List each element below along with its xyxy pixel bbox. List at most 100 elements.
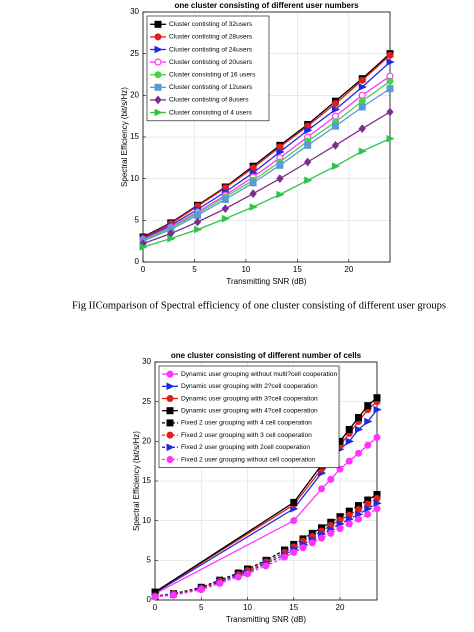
legend-label: Cluster contisting of 12users: [169, 84, 253, 91]
marker: [193, 217, 202, 227]
legend-marker: [166, 382, 175, 391]
marker: [358, 91, 366, 99]
legend-label: Cluster contisting of 20users: [169, 59, 253, 66]
marker: [299, 544, 307, 552]
marker: [345, 520, 353, 528]
marker: [345, 457, 353, 465]
legend-marker: [154, 71, 162, 79]
marker: [386, 85, 394, 93]
data-line: [142, 61, 391, 240]
marker: [249, 179, 257, 187]
marker: [290, 548, 298, 556]
marker: [373, 505, 381, 513]
x-tick-label: 15: [289, 603, 298, 612]
marker: [386, 107, 394, 117]
marker: [327, 475, 335, 483]
legend-marker: [166, 395, 174, 402]
y-tick-label: 30: [130, 7, 139, 16]
legend-label: Cluster contisting of 32users: [169, 21, 253, 28]
marker: [276, 190, 285, 199]
y-tick-label: 20: [142, 436, 151, 445]
marker: [358, 83, 367, 91]
x-tick-label: 5: [192, 265, 197, 274]
marker: [386, 51, 394, 59]
marker: [249, 189, 257, 199]
x-axis-label: Transmitting SNR (dB): [226, 277, 307, 286]
marker: [331, 140, 340, 150]
chart-title: one cluster consisting of different user…: [174, 1, 359, 10]
figure-caption: Fig IIComparison of Spectral efficiency …: [72, 300, 446, 311]
marker: [221, 204, 229, 214]
marker: [151, 593, 159, 601]
marker: [290, 517, 298, 525]
marker: [386, 77, 394, 85]
data-line: [142, 88, 391, 242]
data-line: [142, 53, 391, 238]
marker: [308, 539, 316, 547]
x-axis-label: Transmitting SNR (dB): [226, 615, 307, 624]
marker: [364, 402, 372, 410]
legend-label: Cluster contisting of 8users: [169, 97, 249, 104]
legend-label: Fixed 2 user grouping without cell coope…: [181, 456, 316, 463]
x-tick-label: 10: [243, 603, 252, 612]
y-tick-label: 10: [130, 174, 139, 183]
legend-label: Fixed 2 user grouping with 4 cell cooper…: [181, 420, 312, 427]
legend-marker: [166, 407, 174, 415]
y-tick-label: 15: [142, 476, 151, 485]
marker: [281, 553, 288, 561]
y-axis-label: Spectral Efficiency (bit/s/Hz): [120, 87, 129, 187]
data-line: [142, 80, 391, 241]
marker: [364, 417, 373, 426]
marker: [386, 134, 395, 143]
y-axis-label: Spectral Efficiency (bit/s/Hz): [132, 431, 141, 531]
y-tick-label: 25: [142, 397, 151, 406]
marker: [194, 211, 202, 219]
legend-label: Cluster consisting of 16 users: [169, 71, 256, 78]
y-tick-label: 5: [135, 215, 140, 224]
legend-label: Fixed 2 user grouping with 2cell coopera…: [181, 444, 310, 451]
marker: [276, 174, 284, 184]
marker: [167, 234, 176, 243]
y-tick-label: 15: [130, 132, 139, 141]
x-tick-label: 10: [241, 265, 250, 274]
marker: [276, 161, 284, 169]
marker: [355, 425, 364, 434]
marker: [373, 433, 381, 441]
legend-label: Dynamic user grouping with 4?cell cooper…: [181, 407, 318, 414]
marker: [355, 414, 362, 422]
data-line: [142, 54, 391, 239]
marker: [262, 562, 270, 570]
x-tick-label: 0: [141, 265, 146, 274]
marker: [358, 147, 367, 155]
legend-label: Cluster consisting of 4 users: [169, 109, 253, 116]
data-line: [142, 75, 391, 241]
y-tick-label: 0: [147, 595, 152, 604]
marker: [364, 504, 373, 513]
marker: [139, 243, 148, 251]
legend-label: Dynamic user grouping without multi?cell…: [181, 371, 337, 378]
chart-title: one cluster consisting of different numb…: [171, 351, 362, 360]
x-tick-label: 15: [293, 265, 302, 274]
marker: [304, 157, 312, 167]
legend-box: [146, 15, 270, 122]
marker: [345, 425, 353, 433]
x-tick-label: 20: [344, 265, 353, 274]
legend-label: Cluster contisting of 24users: [169, 46, 253, 53]
legend-marker: [166, 456, 174, 463]
marker: [355, 449, 362, 457]
marker: [373, 499, 382, 507]
legend-marker: [154, 58, 162, 66]
y-tick-label: 25: [130, 49, 139, 58]
y-tick-label: 30: [142, 357, 151, 366]
axes-frame: [154, 361, 378, 601]
marker: [304, 126, 313, 135]
y-tick-label: 0: [135, 257, 140, 266]
legend-label: Cluster contisting of 28users: [169, 34, 253, 41]
legend-marker: [166, 431, 174, 439]
marker: [194, 225, 203, 234]
legend-marker: [166, 443, 175, 452]
marker: [276, 148, 285, 156]
legend-marker: [154, 20, 162, 28]
